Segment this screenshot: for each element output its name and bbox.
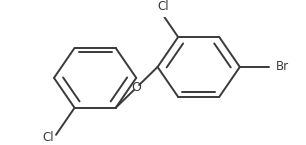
- Text: Cl: Cl: [157, 0, 169, 13]
- Text: Br: Br: [276, 60, 289, 74]
- Text: Cl: Cl: [42, 131, 54, 144]
- Text: O: O: [132, 81, 142, 94]
